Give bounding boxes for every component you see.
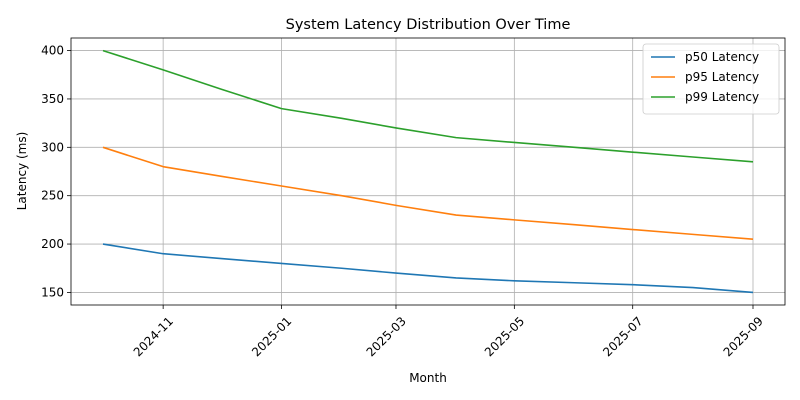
series-line (102, 146, 754, 241)
y-axis-ticks: 150 200 250 300 350 400 (41, 44, 71, 299)
y-axis-label: Latency (ms) (15, 132, 29, 211)
legend: p50 Latency p95 Latency p99 Latency (642, 43, 780, 115)
y-tick-label: 150 (41, 285, 64, 299)
y-tick-label: 350 (41, 92, 64, 106)
legend-frame (642, 43, 780, 115)
y-tick-label: 250 (41, 189, 64, 203)
x-tick-label: 2025-03 (364, 314, 409, 359)
x-tick-label: 2025-07 (600, 314, 645, 359)
x-tick-label: 2025-09 (721, 314, 766, 359)
legend-label: p99 Latency (685, 90, 759, 104)
x-axis-label: Month (409, 371, 447, 385)
x-tick-label: 2025-05 (482, 314, 527, 359)
series-line (102, 243, 754, 294)
x-tick-label: 2024-11 (131, 314, 176, 359)
y-tick-label: 200 (41, 237, 64, 251)
series-layer (102, 49, 754, 294)
series-line (102, 49, 754, 163)
y-tick-label: 400 (41, 44, 64, 58)
y-tick-label: 300 (41, 140, 64, 154)
legend-label: p95 Latency (685, 70, 759, 84)
legend-label: p50 Latency (685, 50, 759, 64)
x-tick-label: 2025-01 (249, 314, 294, 359)
plot-frame (70, 37, 786, 306)
x-axis-ticks: 2024-11 2025-01 2025-03 2025-05 2025-07 2025-… (131, 305, 766, 359)
chart-title: System Latency Distribution Over Time (286, 17, 571, 33)
